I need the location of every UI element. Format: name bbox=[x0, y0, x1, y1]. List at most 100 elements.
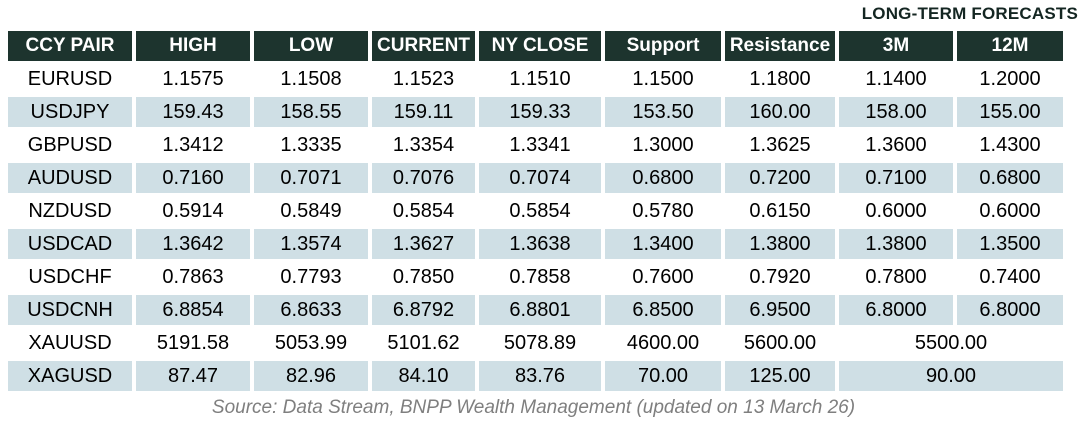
cell-low: 158.55 bbox=[254, 97, 368, 127]
cell-current: 6.8792 bbox=[372, 295, 475, 325]
cell-resistance: 0.7920 bbox=[725, 262, 835, 292]
column-header-high: HIGH bbox=[136, 31, 250, 61]
cell-pair: USDCNH bbox=[8, 295, 132, 325]
cell-pair: USDCAD bbox=[8, 229, 132, 259]
cell-high: 0.7863 bbox=[136, 262, 250, 292]
table-row-xagusd: XAGUSD 87.47 82.96 84.10 83.76 70.00 125… bbox=[8, 361, 1063, 391]
fx-forecast-table: CCY PAIR HIGH LOW CURRENT NY CLOSE Suppo… bbox=[4, 28, 1067, 394]
cell-ny-close: 6.8801 bbox=[479, 295, 601, 325]
cell-forecast-merged: 90.00 bbox=[839, 361, 1063, 391]
cell-low: 0.7793 bbox=[254, 262, 368, 292]
cell-forecast-12m: 1.2000 bbox=[957, 64, 1063, 94]
table-row-nzdusd: NZDUSD 0.5914 0.5849 0.5854 0.5854 0.578… bbox=[8, 196, 1063, 226]
cell-forecast-3m: 0.6000 bbox=[839, 196, 953, 226]
cell-support: 70.00 bbox=[605, 361, 721, 391]
cell-resistance: 0.6150 bbox=[725, 196, 835, 226]
cell-forecast-12m: 1.3500 bbox=[957, 229, 1063, 259]
cell-forecast-12m: 155.00 bbox=[957, 97, 1063, 127]
cell-ny-close: 1.3341 bbox=[479, 130, 601, 160]
cell-resistance: 0.7200 bbox=[725, 163, 835, 193]
cell-pair: AUDUSD bbox=[8, 163, 132, 193]
cell-current: 159.11 bbox=[372, 97, 475, 127]
cell-resistance: 1.1800 bbox=[725, 64, 835, 94]
cell-high: 87.47 bbox=[136, 361, 250, 391]
cell-forecast-3m: 158.00 bbox=[839, 97, 953, 127]
table-row-xauusd: XAUUSD 5191.58 5053.99 5101.62 5078.89 4… bbox=[8, 328, 1063, 358]
cell-ny-close: 159.33 bbox=[479, 97, 601, 127]
cell-support: 1.3400 bbox=[605, 229, 721, 259]
cell-low: 5053.99 bbox=[254, 328, 368, 358]
cell-pair: GBPUSD bbox=[8, 130, 132, 160]
cell-forecast-3m: 0.7800 bbox=[839, 262, 953, 292]
table-row-usdjpy: USDJPY 159.43 158.55 159.11 159.33 153.5… bbox=[8, 97, 1063, 127]
cell-high: 159.43 bbox=[136, 97, 250, 127]
cell-resistance: 1.3800 bbox=[725, 229, 835, 259]
cell-forecast-12m: 1.4300 bbox=[957, 130, 1063, 160]
cell-low: 1.3574 bbox=[254, 229, 368, 259]
column-header-ccy-pair: CCY PAIR bbox=[8, 31, 132, 61]
cell-forecast-merged: 5500.00 bbox=[839, 328, 1063, 358]
column-header-support: Support bbox=[605, 31, 721, 61]
cell-low: 82.96 bbox=[254, 361, 368, 391]
cell-pair: XAUUSD bbox=[8, 328, 132, 358]
cell-current: 5101.62 bbox=[372, 328, 475, 358]
cell-support: 153.50 bbox=[605, 97, 721, 127]
cell-ny-close: 1.3638 bbox=[479, 229, 601, 259]
column-header-low: LOW bbox=[254, 31, 368, 61]
page-title: LONG-TERM FORECASTS bbox=[861, 4, 1078, 23]
cell-support: 0.6800 bbox=[605, 163, 721, 193]
cell-current: 0.7850 bbox=[372, 262, 475, 292]
cell-pair: USDJPY bbox=[8, 97, 132, 127]
column-header-resistance: Resistance bbox=[725, 31, 835, 61]
cell-high: 0.7160 bbox=[136, 163, 250, 193]
table-row-usdcad: USDCAD 1.3642 1.3574 1.3627 1.3638 1.340… bbox=[8, 229, 1063, 259]
cell-low: 1.3335 bbox=[254, 130, 368, 160]
cell-current: 0.7076 bbox=[372, 163, 475, 193]
cell-pair: USDCHF bbox=[8, 262, 132, 292]
cell-resistance: 1.3625 bbox=[725, 130, 835, 160]
source-note: Source: Data Stream, BNPP Wealth Managem… bbox=[211, 397, 856, 418]
cell-ny-close: 1.1510 bbox=[479, 64, 601, 94]
cell-current: 1.3627 bbox=[372, 229, 475, 259]
cell-resistance: 6.9500 bbox=[725, 295, 835, 325]
cell-ny-close: 0.7074 bbox=[479, 163, 601, 193]
cell-support: 0.7600 bbox=[605, 262, 721, 292]
cell-resistance: 5600.00 bbox=[725, 328, 835, 358]
table-row-audusd: AUDUSD 0.7160 0.7071 0.7076 0.7074 0.680… bbox=[8, 163, 1063, 193]
cell-high: 1.3642 bbox=[136, 229, 250, 259]
cell-ny-close: 0.5854 bbox=[479, 196, 601, 226]
cell-forecast-12m: 0.7400 bbox=[957, 262, 1063, 292]
cell-forecast-3m: 1.1400 bbox=[839, 64, 953, 94]
cell-current: 84.10 bbox=[372, 361, 475, 391]
cell-high: 6.8854 bbox=[136, 295, 250, 325]
cell-resistance: 125.00 bbox=[725, 361, 835, 391]
cell-support: 1.3000 bbox=[605, 130, 721, 160]
cell-low: 0.7071 bbox=[254, 163, 368, 193]
cell-current: 0.5854 bbox=[372, 196, 475, 226]
cell-pair: XAGUSD bbox=[8, 361, 132, 391]
cell-high: 5191.58 bbox=[136, 328, 250, 358]
column-header-current: CURRENT bbox=[372, 31, 475, 61]
table-row-gbpusd: GBPUSD 1.3412 1.3335 1.3354 1.3341 1.300… bbox=[8, 130, 1063, 160]
table-row-usdchf: USDCHF 0.7863 0.7793 0.7850 0.7858 0.760… bbox=[8, 262, 1063, 292]
column-header-3m: 3M bbox=[839, 31, 953, 61]
cell-support: 6.8500 bbox=[605, 295, 721, 325]
cell-forecast-3m: 6.8000 bbox=[839, 295, 953, 325]
cell-forecast-12m: 6.8000 bbox=[957, 295, 1063, 325]
cell-forecast-3m: 0.7100 bbox=[839, 163, 953, 193]
cell-low: 0.5849 bbox=[254, 196, 368, 226]
cell-high: 1.3412 bbox=[136, 130, 250, 160]
cell-forecast-12m: 0.6800 bbox=[957, 163, 1063, 193]
header-row: CCY PAIR HIGH LOW CURRENT NY CLOSE Suppo… bbox=[8, 31, 1063, 61]
cell-forecast-3m: 1.3800 bbox=[839, 229, 953, 259]
cell-high: 0.5914 bbox=[136, 196, 250, 226]
cell-ny-close: 83.76 bbox=[479, 361, 601, 391]
cell-forecast-3m: 1.3600 bbox=[839, 130, 953, 160]
cell-support: 1.1500 bbox=[605, 64, 721, 94]
cell-current: 1.1523 bbox=[372, 64, 475, 94]
cell-low: 6.8633 bbox=[254, 295, 368, 325]
cell-pair: EURUSD bbox=[8, 64, 132, 94]
cell-current: 1.3354 bbox=[372, 130, 475, 160]
cell-resistance: 160.00 bbox=[725, 97, 835, 127]
